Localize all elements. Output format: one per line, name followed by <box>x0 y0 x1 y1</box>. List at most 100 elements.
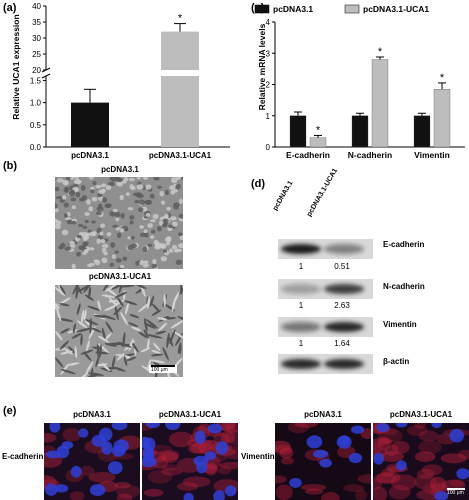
cell <box>129 215 135 220</box>
ncad-value-2: 2.63 <box>334 301 350 310</box>
x-tick-label: N-cadherin <box>348 150 392 160</box>
spindle-cell <box>140 347 151 353</box>
spindle-cell <box>151 349 162 355</box>
panel-label-b: (b) <box>3 160 18 172</box>
cell <box>125 192 130 196</box>
spindle-cell <box>80 349 94 355</box>
cell <box>64 246 72 251</box>
cell <box>115 216 120 222</box>
spindle-cell <box>97 300 101 311</box>
cell <box>178 213 183 219</box>
cell <box>143 229 148 234</box>
spindle-cell <box>143 329 149 339</box>
cell <box>88 206 94 212</box>
red-signal <box>204 462 218 476</box>
cell <box>88 247 95 251</box>
red-signal <box>161 467 183 476</box>
blot-band <box>324 284 364 294</box>
cell <box>63 202 69 208</box>
cell <box>164 189 169 196</box>
bar <box>71 102 109 147</box>
spindle-cell <box>150 359 166 364</box>
spindle-cell <box>149 295 155 307</box>
nucleus <box>319 458 332 468</box>
cell <box>121 180 127 184</box>
red-signal <box>147 469 173 484</box>
cell <box>89 231 95 237</box>
scale-bar-label: 100 μm <box>151 367 168 373</box>
spindle-cell <box>59 340 69 350</box>
cell <box>100 239 106 244</box>
blot-bands <box>278 239 373 374</box>
cell <box>136 177 141 180</box>
cell <box>169 185 176 191</box>
red-signal <box>168 431 194 448</box>
red-signal <box>275 444 293 455</box>
nucleus <box>431 423 442 429</box>
spindle-cell <box>58 297 71 305</box>
spindle-cell <box>119 285 135 288</box>
spindle-cell <box>95 355 100 368</box>
red-signal <box>381 468 394 478</box>
red-signal <box>377 437 392 451</box>
cell <box>145 184 152 190</box>
red-signal <box>220 430 235 444</box>
protein-label-vim: Vimentin <box>383 320 417 329</box>
red-signal <box>390 474 417 491</box>
nucleus <box>434 491 449 500</box>
spindle-cell <box>75 288 79 299</box>
red-signal <box>190 441 211 454</box>
red-signal <box>320 491 340 500</box>
nucleus <box>376 423 390 433</box>
blot-band <box>324 359 364 369</box>
spindle-cell <box>98 335 110 343</box>
spindle-cell <box>124 300 138 306</box>
spindle-cell <box>170 320 183 329</box>
spindle-cell <box>101 294 115 298</box>
spindle-cell <box>111 285 121 290</box>
red-signal <box>275 440 291 453</box>
cell <box>91 220 96 224</box>
ecad-value-1: 1 <box>298 262 304 271</box>
significance-mark: * <box>316 124 321 136</box>
cell <box>111 254 117 259</box>
red-signal <box>421 464 443 476</box>
cell <box>95 184 102 189</box>
red-signal <box>224 429 238 445</box>
spindle-cell <box>59 285 66 295</box>
spindle-cell <box>144 322 156 329</box>
spindle-cell <box>130 340 139 353</box>
cell <box>114 211 121 218</box>
cell <box>55 223 61 230</box>
spindle-cell <box>93 314 106 318</box>
cell <box>136 184 144 190</box>
cell <box>165 241 171 246</box>
cell <box>56 177 64 183</box>
cell <box>101 257 108 264</box>
cell <box>129 220 134 225</box>
spindle-cell <box>88 286 92 299</box>
significance-mark: * <box>178 13 183 25</box>
cell <box>82 225 88 230</box>
nucleus <box>183 492 194 500</box>
cell <box>151 229 156 234</box>
cell <box>119 264 125 269</box>
cell <box>151 263 158 269</box>
spindle-cell <box>102 285 111 292</box>
nucleus <box>396 460 407 471</box>
nucleus <box>107 461 123 475</box>
nucleus <box>165 423 181 431</box>
micrograph-pcdna31 <box>55 177 183 269</box>
x-tick-label: Vimentin <box>414 150 450 160</box>
spindle-cell <box>74 346 78 359</box>
cell <box>106 232 112 237</box>
cell <box>128 177 135 182</box>
cell <box>171 244 178 250</box>
spindle-cell <box>80 333 83 346</box>
cell <box>76 235 82 239</box>
red-signal <box>429 476 447 492</box>
panel-e-col-title-4: pcDNA3.1-UCA1 <box>389 410 453 419</box>
red-signal <box>161 452 179 464</box>
spindle-cell <box>151 353 164 357</box>
vim-value-1: 1 <box>298 339 304 348</box>
